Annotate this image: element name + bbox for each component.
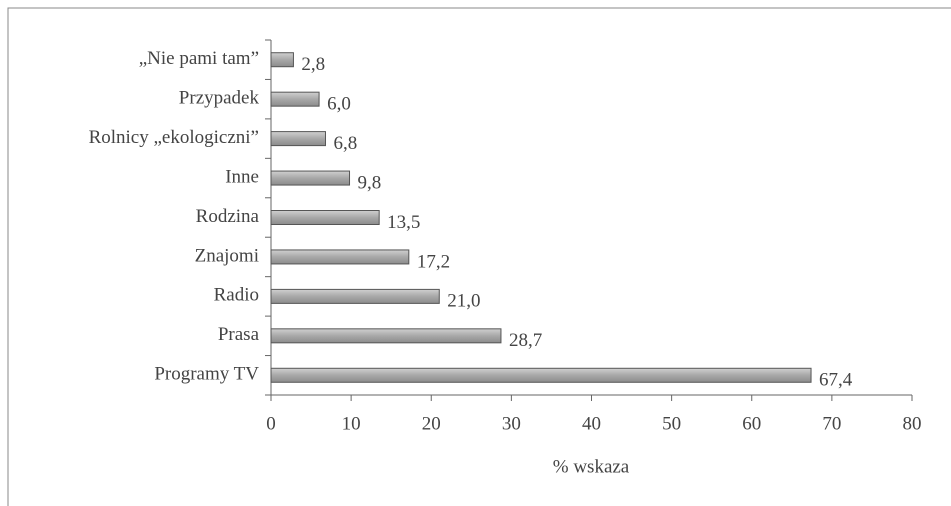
- value-label: 21,0: [447, 291, 480, 312]
- bar: [270, 249, 410, 265]
- x-tick-label: 0: [266, 413, 276, 434]
- y-tick-label: Prasa: [218, 324, 260, 345]
- value-label: 6,0: [327, 94, 351, 115]
- y-tick-label: Rodzina: [196, 206, 260, 227]
- x-tick-label: 80: [903, 413, 922, 434]
- bar: [270, 52, 294, 68]
- x-tick-label: 70: [822, 413, 841, 434]
- value-label: 67,4: [819, 370, 853, 391]
- y-tick-label: Rolnicy „ekologiczni”: [89, 127, 259, 148]
- value-label: 9,8: [358, 172, 382, 193]
- x-tick-label: 30: [502, 413, 521, 434]
- value-label: 6,8: [333, 133, 357, 154]
- x-tick-label: 60: [742, 413, 761, 434]
- value-label: 2,8: [301, 54, 325, 75]
- frame: [7, 7, 951, 506]
- x-tick-label: 50: [662, 413, 681, 434]
- y-tick-label: „Nie pami tam”: [139, 48, 259, 69]
- bar: [270, 131, 326, 147]
- x-tick-label: 20: [422, 413, 441, 434]
- bar: [270, 91, 320, 107]
- y-tick-label: Inne: [225, 166, 259, 187]
- bar: [270, 328, 502, 344]
- bar: [270, 288, 440, 304]
- y-tick-label: Przypadek: [179, 88, 260, 109]
- y-tick-label: Znajomi: [195, 245, 259, 266]
- bar: [270, 210, 380, 225]
- bar: [270, 367, 812, 383]
- x-tick-label: 40: [582, 413, 601, 434]
- y-tick-label: Radio: [214, 285, 259, 306]
- y-tick-label: Programy TV: [154, 364, 259, 385]
- x-axis-label: % wskaza: [553, 456, 630, 477]
- x-tick-label: 10: [342, 413, 361, 434]
- value-label: 28,7: [509, 330, 542, 351]
- value-label: 17,2: [417, 251, 450, 272]
- value-label: 13,5: [387, 212, 420, 233]
- bar: [270, 170, 351, 186]
